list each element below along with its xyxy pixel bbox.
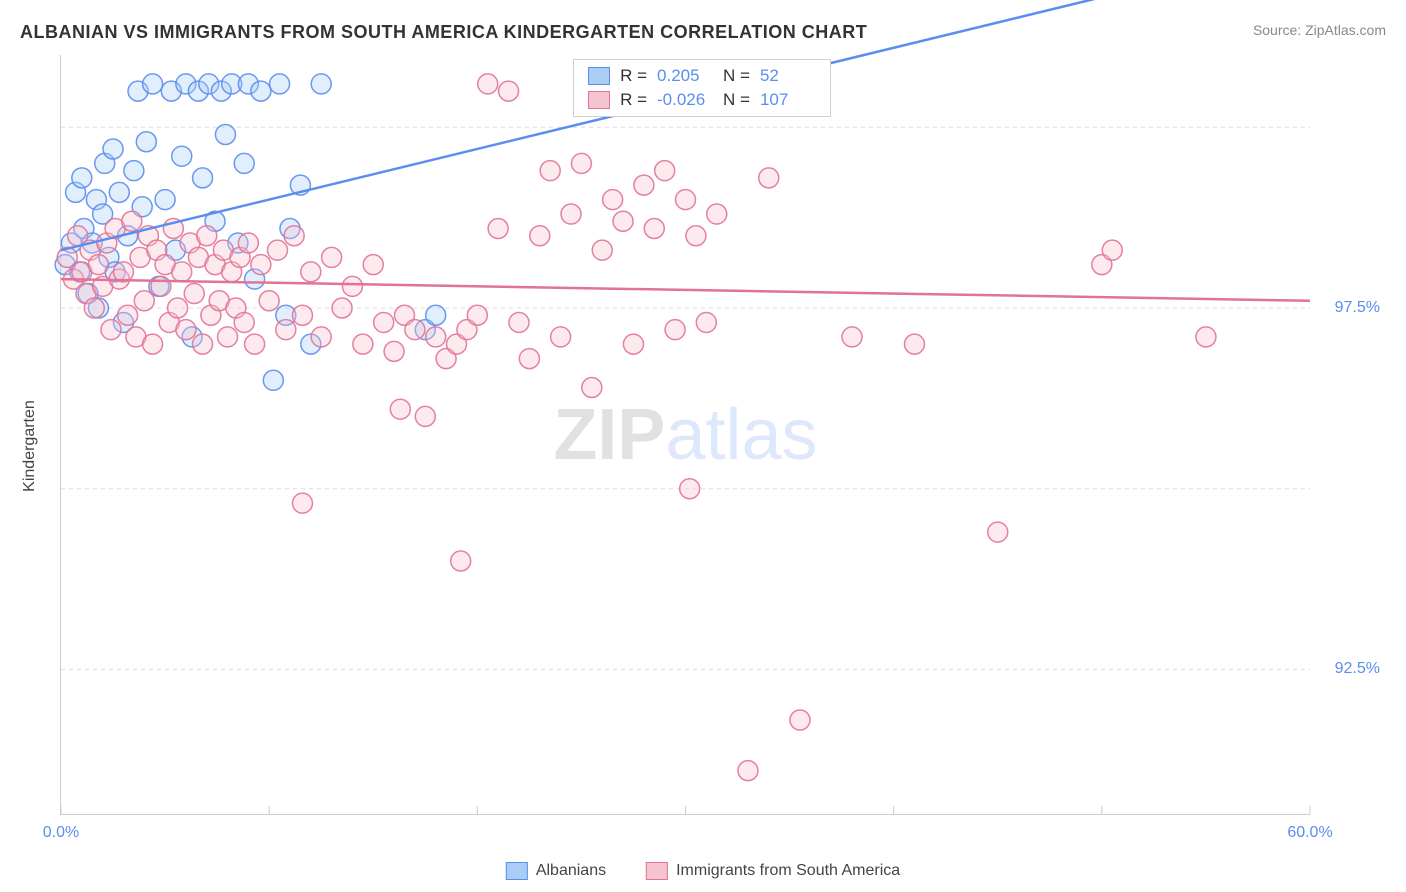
r-label: R =	[620, 90, 647, 110]
legend-swatch	[646, 862, 668, 880]
r-value: 0.205	[657, 66, 713, 86]
legend-label: Albanians	[536, 862, 606, 880]
bottom-legend: Albanians Immigrants from South America	[506, 862, 900, 880]
stats-legend-row: R = 0.205 N = 52	[588, 66, 816, 86]
r-label: R =	[620, 66, 647, 86]
legend-item: Albanians	[506, 862, 606, 880]
n-label: N =	[723, 66, 750, 86]
chart-canvas	[61, 55, 1310, 814]
y-tick-label: 97.5%	[1335, 299, 1380, 317]
n-label: N =	[723, 90, 750, 110]
r-value: -0.026	[657, 90, 713, 110]
x-tick-label: 60.0%	[1287, 824, 1332, 842]
stats-legend-row: R = -0.026 N = 107	[588, 90, 816, 110]
chart-title: ALBANIAN VS IMMIGRANTS FROM SOUTH AMERIC…	[20, 22, 867, 43]
chart-header: ALBANIAN VS IMMIGRANTS FROM SOUTH AMERIC…	[20, 22, 1386, 43]
n-value: 107	[760, 90, 816, 110]
legend-swatch	[588, 91, 610, 109]
legend-label: Immigrants from South America	[676, 862, 900, 880]
legend-swatch	[506, 862, 528, 880]
y-tick-label: 92.5%	[1335, 660, 1380, 678]
plot-area: ZIPatlas R =0.205N =52R =-0.026N =107 92…	[60, 55, 1310, 815]
n-value: 52	[760, 66, 816, 86]
legend-swatch	[588, 67, 610, 85]
x-tick-label: 0.0%	[43, 824, 79, 842]
chart-source: Source: ZipAtlas.com	[1253, 22, 1386, 38]
y-axis-title: Kindergarten	[21, 400, 39, 492]
legend-item: Immigrants from South America	[646, 862, 900, 880]
stats-legend: R = 0.205 N = 52 R = -0.026 N = 107	[573, 59, 831, 117]
